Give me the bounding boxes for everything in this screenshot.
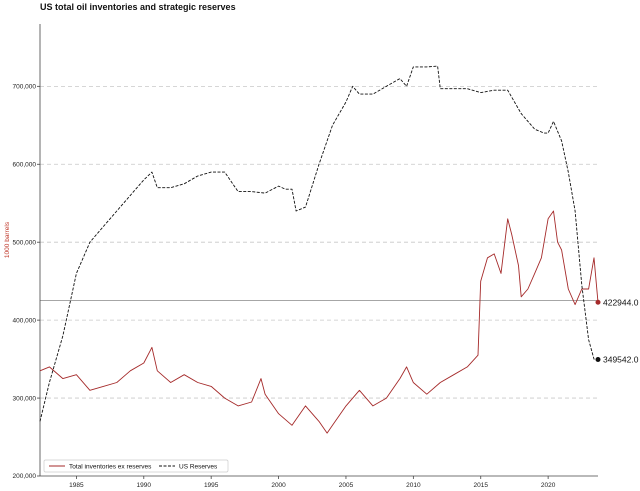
x-tick-labels: 1985 1990 1995 2000 2005 2010 2015 2020 [69,476,556,489]
series-end-label-1: 349542.0 [603,354,639,364]
y-tick-labels: 200,000 300,000 400,000 500,000 600,000 700,0… [13,84,40,480]
grid-lines [40,85,598,399]
x-tick-label: 1995 [204,482,219,489]
x-tick-label: 2020 [541,482,556,489]
series-end-marker-0 [595,299,601,305]
x-tick-label: 1990 [137,482,152,489]
x-tick-label: 2005 [339,482,354,489]
y-tick-label: 200,000 [13,473,37,480]
series-line-0 [39,210,599,434]
x-tick-label: 2000 [271,482,286,489]
legend-box [43,459,229,473]
y-tick-label: 600,000 [13,161,37,168]
end-markers: 422944.0 349542.0 [595,297,639,364]
y-axis-label: 1000 barrels [4,221,11,258]
legend-label-1: US Reserves [179,463,218,470]
y-tick-label: 500,000 [13,239,37,246]
series-end-label-0: 422944.0 [603,297,639,307]
x-tick-label: 2010 [406,482,421,489]
series-line-1 [39,65,599,422]
x-tick-label: 1985 [69,482,84,489]
y-tick-label: 300,000 [13,395,37,402]
chart-title: US total oil inventories and strategic r… [40,2,236,12]
axes [39,24,598,477]
legend: Total inventories ex reserves US Reserves [43,459,229,473]
series-end-marker-1 [595,356,601,362]
legend-label-0: Total inventories ex reserves [69,463,152,470]
series-lines [39,65,599,434]
y-tick-label: 700,000 [13,84,37,91]
y-tick-label: 400,000 [13,317,37,324]
x-tick-label: 2015 [474,482,489,489]
